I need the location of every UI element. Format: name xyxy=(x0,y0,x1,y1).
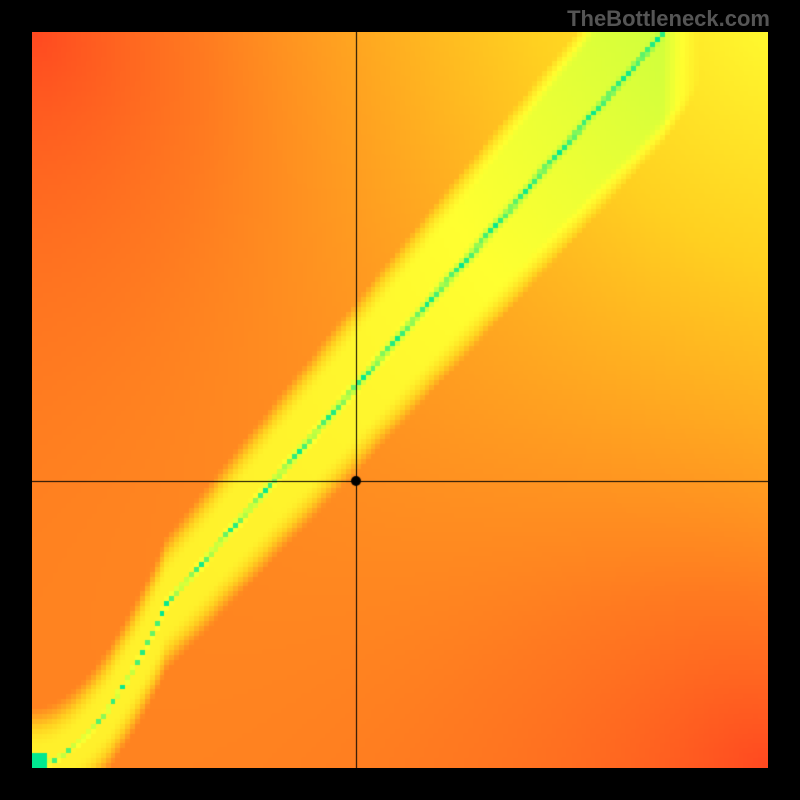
chart-container: TheBottleneck.com xyxy=(0,0,800,800)
watermark-text: TheBottleneck.com xyxy=(567,6,770,32)
heatmap-canvas xyxy=(32,32,768,768)
